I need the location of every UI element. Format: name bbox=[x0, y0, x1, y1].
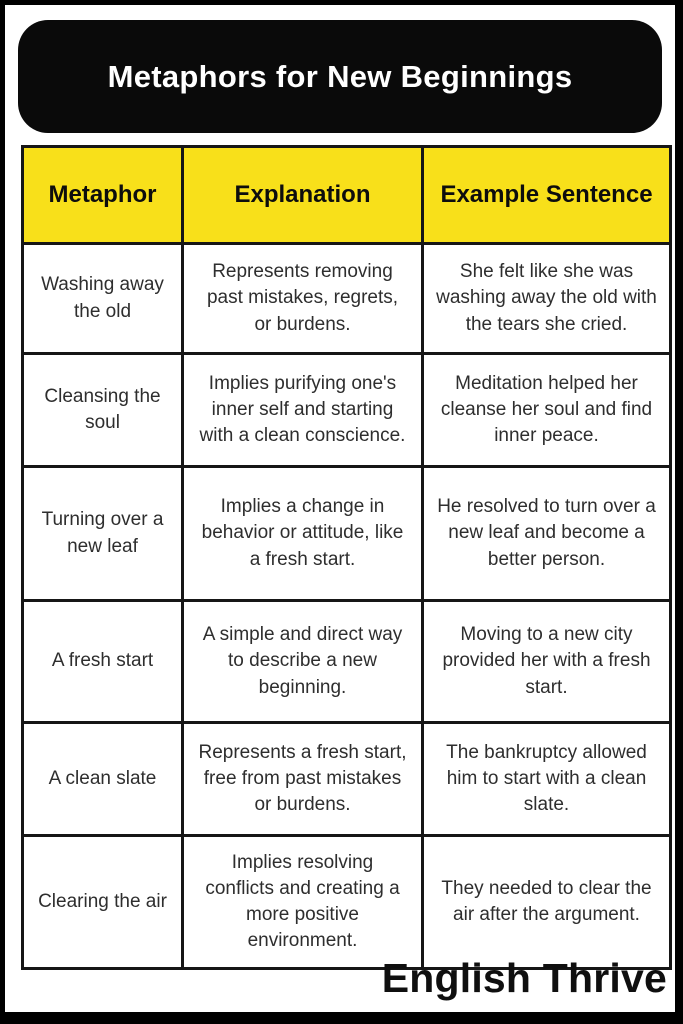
table-row: Turning over a new leaf Implies a change… bbox=[21, 465, 672, 602]
table-row: A fresh start A simple and direct way to… bbox=[21, 599, 672, 724]
metaphor-cell: Turning over a new leaf bbox=[21, 465, 184, 602]
explanation-cell: Implies resolving conflicts and creating… bbox=[181, 834, 424, 970]
table-row: Washing away the old Represents removing… bbox=[21, 242, 672, 355]
example-cell: They needed to clear the air after the a… bbox=[421, 834, 672, 970]
explanation-cell: Implies purifying one's inner self and s… bbox=[181, 352, 424, 468]
explanation-cell: Implies a change in behavior or attitude… bbox=[181, 465, 424, 602]
table-row: A clean slate Represents a fresh start, … bbox=[21, 721, 672, 837]
metaphor-cell: Washing away the old bbox=[21, 242, 184, 355]
metaphor-cell: Clearing the air bbox=[21, 834, 184, 970]
example-cell: She felt like she was washing away the o… bbox=[421, 242, 672, 355]
metaphors-table: Metaphor Explanation Example Sentence Wa… bbox=[21, 145, 672, 970]
title-banner: Metaphors for New Beginnings bbox=[18, 20, 662, 133]
metaphor-cell: A fresh start bbox=[21, 599, 184, 724]
page-title: Metaphors for New Beginnings bbox=[107, 58, 573, 94]
explanation-cell: Represents a fresh start, free from past… bbox=[181, 721, 424, 837]
example-cell: Moving to a new city provided her with a… bbox=[421, 599, 672, 724]
column-header-example-sentence: Example Sentence bbox=[421, 145, 672, 245]
content-frame: Metaphors for New Beginnings Metaphor Ex… bbox=[5, 5, 675, 1012]
metaphor-cell: Cleansing the soul bbox=[21, 352, 184, 468]
table-row: Cleansing the soul Implies purifying one… bbox=[21, 352, 672, 468]
table-row: Clearing the air Implies resolving confl… bbox=[21, 834, 672, 970]
column-header-explanation: Explanation bbox=[181, 145, 424, 245]
example-cell: Meditation helped her cleanse her soul a… bbox=[421, 352, 672, 468]
example-cell: He resolved to turn over a new leaf and … bbox=[421, 465, 672, 602]
metaphor-cell: A clean slate bbox=[21, 721, 184, 837]
example-cell: The bankruptcy allowed him to start with… bbox=[421, 721, 672, 837]
explanation-cell: Represents removing past mistakes, regre… bbox=[181, 242, 424, 355]
brand-text: English Thrive bbox=[381, 955, 667, 1001]
explanation-cell: A simple and direct way to describe a ne… bbox=[181, 599, 424, 724]
table-header-row: Metaphor Explanation Example Sentence bbox=[21, 145, 672, 245]
column-header-metaphor: Metaphor bbox=[21, 145, 184, 245]
